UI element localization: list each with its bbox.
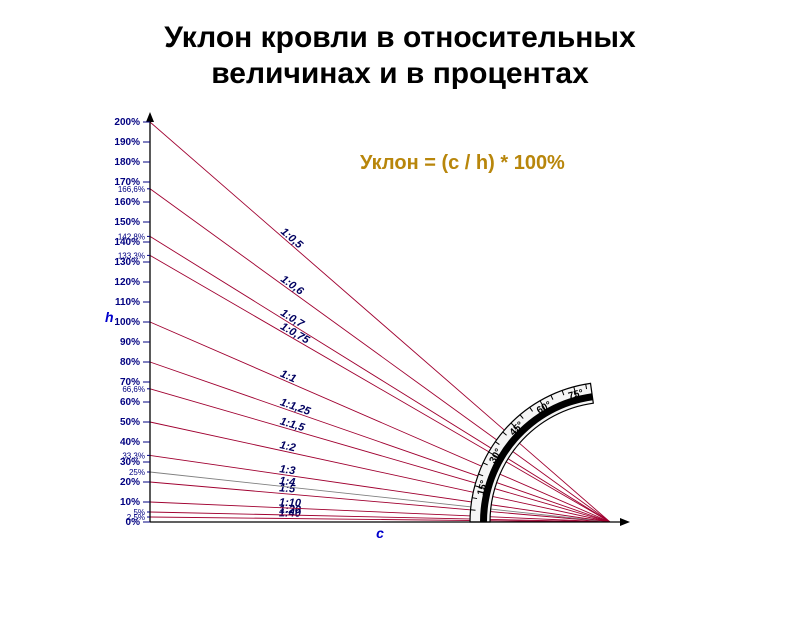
svg-text:1:1: 1:1 [278,368,297,385]
svg-text:40%: 40% [120,437,140,448]
svg-text:110%: 110% [115,297,140,308]
svg-text:1:0,5: 1:0,5 [278,226,305,252]
svg-text:60%: 60% [120,397,140,408]
svg-text:133,3%: 133,3% [118,251,145,260]
svg-text:20%: 20% [120,477,140,488]
svg-text:1:1,25: 1:1,25 [278,396,312,418]
diagram-svg: 1:401:201:101:51:41:31:21:1,51:1,251:11:… [90,102,730,552]
svg-text:80%: 80% [120,357,140,368]
slope-diagram: Уклон = (c / h) * 100% 1:401:201:101:51:… [90,102,730,552]
svg-text:33,3%: 33,3% [122,451,145,460]
svg-text:200%: 200% [114,117,140,128]
svg-text:160%: 160% [114,197,140,208]
title-line2: величинах и в процентах [211,57,589,90]
svg-text:1:3: 1:3 [279,463,296,477]
svg-text:1:1,5: 1:1,5 [279,416,307,435]
svg-text:100%: 100% [114,317,140,328]
svg-text:142,8%: 142,8% [118,232,145,241]
svg-text:10%: 10% [120,497,140,508]
svg-text:190%: 190% [114,137,140,148]
svg-text:h: h [105,309,114,325]
page-title: Уклон кровли в относительных величинах и… [0,20,800,92]
svg-text:c: c [376,525,384,541]
svg-text:25%: 25% [129,468,145,477]
svg-text:50%: 50% [120,417,140,428]
svg-text:120%: 120% [114,277,140,288]
svg-text:70%: 70% [120,377,140,388]
svg-text:1:10: 1:10 [279,497,302,510]
svg-text:90%: 90% [120,337,140,348]
svg-text:1:2: 1:2 [279,439,297,454]
svg-text:150%: 150% [114,217,140,228]
svg-text:5%: 5% [133,508,145,517]
svg-text:170%: 170% [114,177,140,188]
title-line1: Уклон кровли в относительных [164,21,635,54]
svg-text:180%: 180% [114,157,140,168]
svg-text:1:0,6: 1:0,6 [278,273,306,298]
